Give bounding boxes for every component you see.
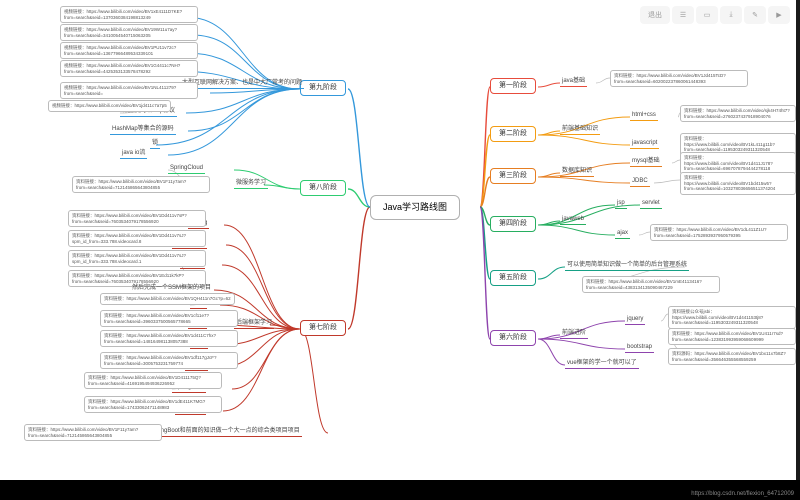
topic[interactable]: JDBC	[630, 178, 650, 187]
leaf-link[interactable]: 视频链接：https://www.bilibili.com/video/BV1N…	[60, 82, 198, 99]
leaf-link[interactable]: 资料链接：https://www.bilibili.com/video/BV1d…	[650, 224, 788, 241]
download-button[interactable]: ⤓	[720, 6, 742, 24]
topic[interactable]: jsp	[615, 200, 627, 209]
outline-button[interactable]: ☰	[672, 6, 694, 24]
topic[interactable]: jquery	[625, 316, 645, 325]
leaf-link[interactable]: 资料链接：https://www.bilibili.com/video/BV1c…	[100, 310, 238, 327]
topic[interactable]: javascript	[630, 140, 659, 149]
stage-s2[interactable]: 第二阶段	[490, 126, 536, 142]
topic[interactable]: java io流	[120, 150, 147, 159]
topic[interactable]: servlet	[640, 200, 662, 209]
footer-url: https://blog.csdn.net/flexion_64712009	[691, 491, 794, 497]
topic[interactable]: 前端进阶	[560, 330, 588, 339]
leaf-link[interactable]: 视频链接：https://www.bilibili.com/video/BV1P…	[60, 42, 198, 59]
topic[interactable]: mysql基础	[630, 158, 662, 167]
topic[interactable]: ajax	[615, 230, 630, 239]
leaf-link[interactable]: 视频链接：https://www.bilibili.com/video/BV1x…	[60, 6, 198, 23]
topic[interactable]: bootstrap	[625, 344, 654, 353]
topic[interactable]: vue框架的学一个就可以了	[565, 360, 639, 369]
toolbar: 退出 ☰ ▭ ⤓ ✎ ▶	[640, 6, 790, 24]
leaf-link[interactable]: 视频链接：https://www.bilibili.com/video/BV1G…	[60, 60, 198, 77]
leaf-link[interactable]: 资料链接：https://www.bilibili.com/video/BV1J…	[610, 70, 748, 87]
leaf-link[interactable]: 资料链接：https://www.bilibili.com/video/BV1F…	[72, 176, 210, 193]
topic[interactable]: 后端框架学习	[234, 320, 274, 329]
leaf-link[interactable]: 资料链接公众号jsbi：https://www.bilibili.com/vid…	[668, 306, 796, 329]
leaf-link[interactable]: 资料链接：https://www.bilibili.com/video/BV1U…	[668, 328, 796, 345]
leaf-link[interactable]: 资料链接：https://www.bilibili.com/video/BV1d…	[100, 352, 238, 369]
topic[interactable]: javaweb	[560, 216, 586, 225]
topic[interactable]: 前端基础知识	[560, 126, 600, 135]
fit-button[interactable]: ▭	[696, 6, 718, 24]
stage-s7[interactable]: 第七阶段	[300, 320, 346, 336]
stage-s4[interactable]: 第四阶段	[490, 216, 536, 232]
edit-button[interactable]: ✎	[744, 6, 766, 24]
stage-s8[interactable]: 第八阶段	[300, 180, 346, 196]
center-node[interactable]: Java学习路线图	[370, 195, 460, 220]
topic[interactable]: 可以使用简单知识做一个简单的后台管理系统	[565, 262, 689, 271]
topic[interactable]: java基础	[560, 78, 587, 87]
topic[interactable]: HashMap等集合的源码	[110, 126, 176, 135]
leaf-link[interactable]: 资料源码：https://www.bilibili.com/video/BV1b…	[668, 348, 796, 365]
leaf-link[interactable]: 资料链接：https://www.bilibili.com/video/BV1d…	[100, 330, 238, 347]
stage-s6[interactable]: 第六阶段	[490, 330, 536, 346]
topic[interactable]: html+css	[630, 112, 658, 121]
leaf-link[interactable]: 资料链接：https://www.bilibili.com/video/BV1m…	[582, 276, 720, 293]
leaf-link[interactable]: 资料链接：https://www.bilibili.com/video/BV1Q…	[100, 293, 235, 305]
footer-bar: https://blog.csdn.net/flexion_64712009	[0, 480, 800, 500]
mindmap-canvas[interactable]: Java学习路线图第一阶段java基础资料链接：https://www.bili…	[0, 0, 796, 480]
stage-s9[interactable]: 第九阶段	[300, 80, 346, 96]
stage-s1[interactable]: 第一阶段	[490, 78, 536, 94]
topic[interactable]: SpringCloud	[168, 165, 205, 174]
leaf-link[interactable]: 资料链接：https://www.bilibili.com/video/sjk4…	[680, 105, 796, 122]
stage-s5[interactable]: 第五阶段	[490, 270, 536, 286]
leaf-link[interactable]: 资料链接：https://www.bilibili.com/video/BV1D…	[68, 230, 206, 247]
leaf-link[interactable]: 资料链接：https://www.bilibili.com/video/BV1F…	[24, 424, 162, 441]
topic[interactable]: 微服务学习	[234, 180, 268, 189]
leaf-link[interactable]: 资料链接：https://www.bilibili.com/video/BV1D…	[68, 210, 206, 227]
play-button[interactable]: ▶	[768, 6, 790, 24]
topic[interactable]: 锁	[150, 140, 160, 149]
exit-button[interactable]: 退出	[640, 6, 670, 24]
leaf-link[interactable]: 资料链接：https://www.bilibili.com/video/BV1D…	[68, 250, 206, 267]
stage-s3[interactable]: 第三阶段	[490, 168, 536, 184]
topic[interactable]: 大型互联网解决方案、也是中大厂常考的问题	[180, 80, 304, 89]
leaf-link[interactable]: 资料链接：https://www.bilibili.com/video/BV1D…	[84, 372, 222, 389]
topic[interactable]: 数据库知识	[560, 168, 594, 177]
leaf-link[interactable]: 资料链接：https://www.bilibili.com/video/BV1d…	[84, 396, 222, 413]
leaf-link[interactable]: 资料链接：https://www.bilibili.com/video/BV1b…	[680, 172, 796, 195]
leaf-link[interactable]: 视频链接：https://www.bilibili.com/video/BV1j…	[48, 100, 171, 112]
leaf-link[interactable]: 视频链接：https://www.bilibili.com/video/BV19…	[60, 24, 198, 41]
